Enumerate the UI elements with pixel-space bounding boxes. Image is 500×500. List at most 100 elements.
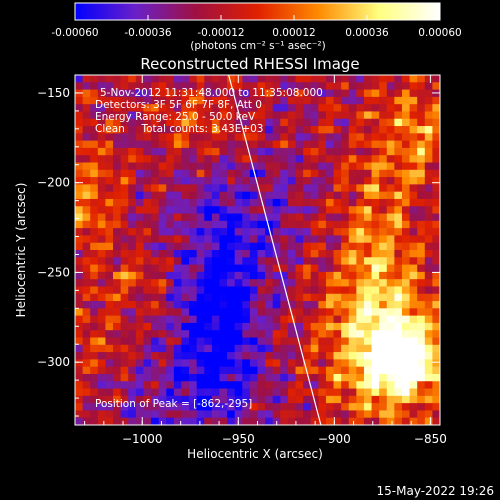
heatmap-cell [151,257,160,266]
heatmap-cell [287,264,297,273]
heatmap-cell [280,381,289,390]
heatmap-cell [227,330,236,339]
heatmap-cell [287,359,297,368]
heatmap-cell [173,111,183,120]
heatmap-cell [189,359,198,368]
heatmap-cell [181,315,190,324]
heatmap-cell [356,206,365,215]
heatmap-cell [90,264,99,273]
heatmap-cell [82,118,91,127]
heatmap-cell [234,366,243,375]
heatmap-cell [348,206,357,215]
heatmap-cell [257,381,266,390]
heatmap-cell [265,198,274,207]
heatmap-cell [113,373,122,382]
heatmap-cell [394,140,403,149]
heatmap-cell [257,104,266,113]
heatmap-cell [333,220,342,229]
heatmap-cell [97,104,107,113]
heatmap-cell [234,308,243,317]
heatmap-cell [356,147,365,156]
heatmap-cell [432,388,440,397]
heatmap-cell [120,388,129,397]
heatmap-cell [211,184,221,193]
heatmap-cell [371,337,380,346]
heatmap-cell [379,330,388,339]
heatmap-cell [333,257,342,266]
heatmap-cell [227,286,236,295]
heatmap-cell [158,403,167,412]
heatmap-cell [196,395,205,404]
heatmap-cell [318,410,327,419]
heatmap-cell [211,82,221,91]
heatmap-cell [341,75,350,83]
heatmap-cell [113,118,122,127]
heatmap-cell [363,279,373,288]
heatmap-cell [348,155,357,164]
heatmap-cell [75,147,84,156]
heatmap-cell [272,169,281,178]
heatmap-cell [211,315,221,324]
heatmap-cell [97,337,107,346]
heatmap-cell [272,279,281,288]
heatmap-cell [120,228,129,237]
heatmap-cell [318,264,327,273]
heatmap-cell [341,388,350,397]
heatmap-cell [401,104,411,113]
heatmap-cell [287,250,297,258]
heatmap-cell [249,337,259,346]
heatmap-cell [189,286,198,295]
heatmap-cell [318,198,327,207]
heatmap-cell [113,133,122,142]
heatmap-cell [303,140,312,149]
heatmap-cell [341,271,350,280]
heatmap-cell [417,89,426,98]
heatmap-cell [272,104,281,113]
heatmap-cell [189,293,198,302]
heatmap-cell [310,155,319,164]
heatmap-cell [348,315,357,324]
heatmap-cell [219,366,228,375]
heatmap-cell [409,104,418,113]
heatmap-cell [189,352,198,360]
heatmap-cell [227,417,236,425]
heatmap-cell [287,89,297,98]
heatmap-cell [363,366,373,375]
heatmap-cell [189,366,198,375]
heatmap-cell [272,155,281,164]
heatmap-cell [257,220,266,229]
heatmap-cell [432,228,440,237]
heatmap-cell [303,111,312,120]
heatmap-cell [348,250,357,258]
heatmap-cell [82,417,91,425]
heatmap-cell [341,301,350,309]
heatmap-cell [90,352,99,360]
heatmap-cell [401,359,411,368]
heatmap-cell [257,228,266,237]
heatmap-cell [348,264,357,273]
heatmap-cell [135,373,145,382]
heatmap-cell [90,403,99,412]
heatmap-cell [113,359,122,368]
heatmap-cell [409,162,418,171]
heatmap-cell [97,279,107,288]
heatmap-cell [105,308,114,317]
heatmap-cell [325,381,335,390]
heatmap-cell [234,337,243,346]
heatmap-cell [158,388,167,397]
heatmap-cell [135,198,145,207]
heatmap-cell [287,257,297,266]
heatmap-cell [280,344,289,353]
heatmap-cell [219,279,228,288]
heatmap-cell [234,410,243,419]
heatmap-cell [371,344,380,353]
heatmap-cell [333,75,342,83]
heatmap-cell [394,184,403,193]
heatmap-cell [158,271,167,280]
heatmap-cell [341,213,350,222]
heatmap-cell [234,213,243,222]
heatmap-cell [166,264,175,273]
heatmap-cell [151,126,160,134]
heatmap-cell [143,104,152,113]
heatmap-cell [166,75,175,83]
